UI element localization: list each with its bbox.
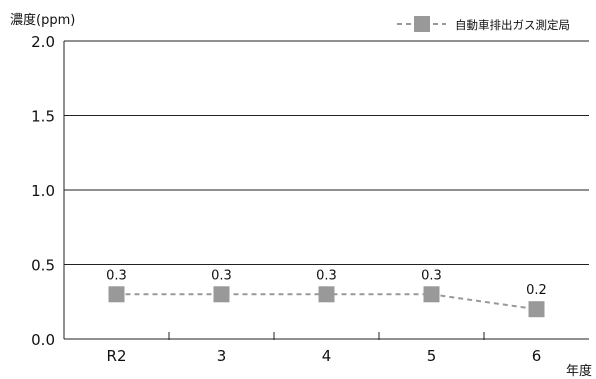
- series-group: 0.3 0.3 0.3 0.3 0.2: [106, 268, 547, 318]
- data-label: 0.3: [211, 268, 232, 283]
- legend: 自動車排出ガス測定局: [397, 16, 570, 32]
- data-point-marker: [213, 286, 230, 303]
- y-tick-label: 1.0: [31, 182, 55, 200]
- x-axis-label: 年度: [566, 363, 592, 379]
- y-tick-label: 0.5: [31, 257, 55, 275]
- data-point-marker: [318, 286, 335, 303]
- y-axis-label: 濃度(ppm): [10, 12, 75, 28]
- y-tick-label: 2.0: [31, 33, 55, 51]
- legend-series-label: 自動車排出ガス測定局: [455, 18, 570, 32]
- data-label: 0.3: [106, 268, 127, 283]
- data-point-marker: [108, 286, 125, 303]
- x-tick-label: 6: [532, 347, 542, 365]
- x-axis-ticks: R2 3 4 5 6: [107, 332, 542, 365]
- x-tick-label: R2: [107, 347, 127, 365]
- data-label: 0.3: [316, 268, 337, 283]
- y-tick-label: 0.0: [31, 331, 55, 349]
- x-tick-label: 5: [427, 347, 437, 365]
- plot-frame: [63, 40, 589, 340]
- data-label: 0.2: [526, 283, 547, 298]
- legend-marker: [414, 16, 430, 32]
- y-axis-ticks: 0.0 0.5 1.0 1.5 2.0: [31, 33, 55, 349]
- data-point-marker: [423, 286, 440, 303]
- data-label: 0.3: [421, 268, 442, 283]
- data-point-marker: [528, 301, 545, 318]
- y-tick-label: 1.5: [31, 108, 55, 126]
- x-tick-label: 4: [322, 347, 332, 365]
- x-tick-label: 3: [217, 347, 227, 365]
